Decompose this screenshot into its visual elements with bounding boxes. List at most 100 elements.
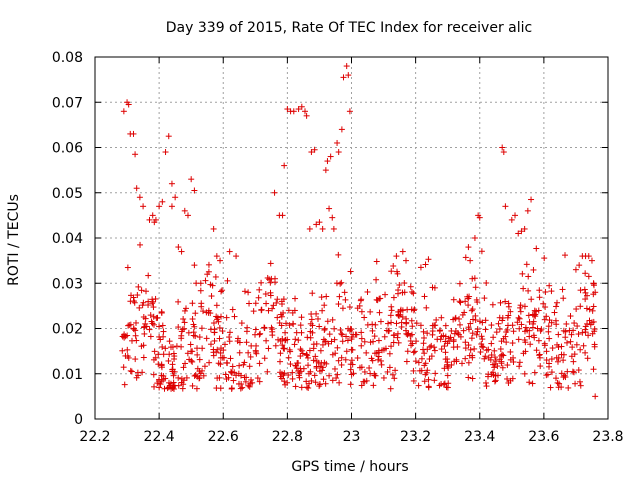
data-point-cloud xyxy=(211,337,218,344)
data-point-cloud xyxy=(562,252,569,259)
data-point-cloud xyxy=(460,327,467,334)
data-point-cloud xyxy=(568,331,575,338)
data-point-cloud xyxy=(413,320,420,327)
data-point-cloud xyxy=(188,348,195,355)
data-point-cloud xyxy=(246,383,253,390)
data-point-cloud xyxy=(560,327,567,334)
data-point-cloud xyxy=(490,334,497,341)
data-point-cloud xyxy=(388,343,395,350)
data-point xyxy=(303,112,310,119)
data-point-cloud xyxy=(509,340,516,347)
data-point-cloud xyxy=(407,283,414,290)
data-point-cloud xyxy=(424,346,431,353)
data-point-cloud xyxy=(358,329,365,336)
data-point-cloud xyxy=(348,357,355,364)
data-point xyxy=(181,207,188,214)
data-point-cloud xyxy=(423,304,430,311)
data-point-cloud xyxy=(488,351,495,358)
data-point-cloud xyxy=(120,364,127,371)
data-point-cloud xyxy=(298,329,305,336)
data-point-cloud xyxy=(214,375,221,382)
data-point-cloud xyxy=(311,372,318,379)
data-point xyxy=(326,205,333,212)
data-point xyxy=(191,262,198,269)
data-point-cloud xyxy=(210,320,217,327)
data-point-cloud xyxy=(155,361,162,368)
data-point-cloud xyxy=(138,287,145,294)
data-point xyxy=(188,176,195,183)
data-point-cloud xyxy=(342,356,349,363)
data-point-cloud xyxy=(445,335,452,342)
data-point-cloud xyxy=(257,330,264,337)
data-point xyxy=(563,320,570,327)
data-point-cloud xyxy=(196,356,203,363)
data-point-cloud xyxy=(569,368,576,375)
data-point-cloud xyxy=(538,326,545,333)
data-point-cloud xyxy=(200,308,207,315)
data-point-cloud xyxy=(462,298,469,305)
data-point-cloud xyxy=(581,286,588,293)
data-point-cloud xyxy=(337,280,344,287)
data-point-cloud xyxy=(545,323,552,330)
data-point-cloud xyxy=(262,291,269,298)
data-point-cloud xyxy=(348,336,355,343)
data-point-cloud xyxy=(125,322,132,329)
data-point xyxy=(346,108,353,115)
data-point-cloud xyxy=(548,356,555,363)
data-point-cloud xyxy=(589,307,596,314)
data-point-cloud xyxy=(530,266,537,273)
data-point-cloud xyxy=(175,374,182,381)
data-point-cloud xyxy=(582,349,589,356)
data-point-cloud xyxy=(277,373,284,380)
data-point-cloud xyxy=(147,312,154,319)
data-point-cloud xyxy=(473,331,480,338)
data-point-cloud xyxy=(307,320,314,327)
x-tick-label: 23.2 xyxy=(400,429,431,445)
data-point-cloud xyxy=(499,314,506,321)
data-point-cloud xyxy=(205,309,212,316)
data-point-cloud xyxy=(500,335,507,342)
data-point-cloud xyxy=(437,336,444,343)
data-point-cloud xyxy=(590,303,597,310)
data-point-cloud xyxy=(140,299,147,306)
data-point-cloud xyxy=(296,374,303,381)
data-point-cloud xyxy=(134,292,141,299)
data-point-cloud xyxy=(542,304,549,311)
data-point-cloud xyxy=(287,361,294,368)
data-point-cloud xyxy=(285,354,292,361)
data-point-cloud xyxy=(481,355,488,362)
data-point-cloud xyxy=(524,327,531,334)
data-point xyxy=(330,225,337,232)
data-point-cloud xyxy=(303,351,310,358)
data-point-cloud xyxy=(404,331,411,338)
data-point-cloud xyxy=(341,289,348,296)
data-point-cloud xyxy=(585,332,592,339)
data-point-cloud xyxy=(306,347,313,354)
data-point-cloud xyxy=(456,321,463,328)
data-point-cloud xyxy=(574,323,581,330)
data-point-cloud xyxy=(386,350,393,357)
data-point-cloud xyxy=(215,318,222,325)
data-point-cloud xyxy=(265,307,272,314)
data-point-cloud xyxy=(408,317,415,324)
data-point-cloud xyxy=(236,339,243,346)
data-point-cloud xyxy=(210,349,217,356)
data-point xyxy=(534,325,541,332)
data-point-cloud xyxy=(143,288,150,295)
data-point-cloud xyxy=(467,320,474,327)
data-point-cloud xyxy=(425,383,432,390)
data-point-cloud xyxy=(494,363,501,370)
data-point-cloud xyxy=(530,332,537,339)
data-point-cloud xyxy=(565,384,572,391)
y-tick-label: 0 xyxy=(74,412,83,428)
data-point-cloud xyxy=(431,284,438,291)
data-point-cloud xyxy=(483,347,490,354)
data-point xyxy=(168,180,175,187)
data-point-cloud xyxy=(516,363,523,370)
data-point-cloud xyxy=(199,345,206,352)
data-point xyxy=(560,357,567,364)
data-point-cloud xyxy=(438,333,445,340)
y-tick-label: 0.08 xyxy=(52,50,83,66)
data-point-cloud xyxy=(457,299,464,306)
data-point-cloud xyxy=(165,357,172,364)
